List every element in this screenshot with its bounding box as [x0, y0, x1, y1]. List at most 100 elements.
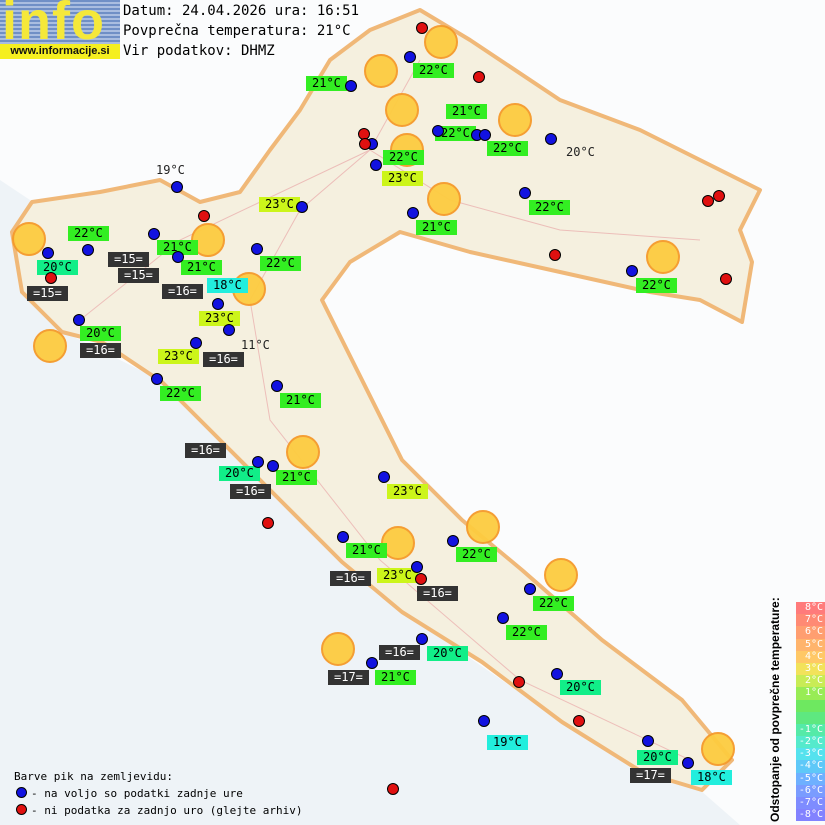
station-dot-available[interactable] — [478, 715, 490, 727]
air-temperature-label: 22°C — [533, 596, 574, 611]
station-dot-missing[interactable] — [387, 783, 399, 795]
station-dot-available[interactable] — [432, 125, 444, 137]
air-temperature-label: 23°C — [199, 311, 240, 326]
air-temperature-label: 21°C — [375, 670, 416, 685]
sea-temperature-label: =16= — [330, 571, 371, 586]
station-dot-missing[interactable] — [262, 517, 274, 529]
logo-url-link[interactable]: www.informacije.si — [0, 44, 120, 59]
station-dot-available[interactable] — [366, 657, 378, 669]
station-dot-missing[interactable] — [720, 273, 732, 285]
legend-item-missing: - ni podatka za zadnjo uro (glejte arhiv… — [14, 802, 303, 819]
station-dot-available[interactable] — [447, 535, 459, 547]
station-dot-missing[interactable] — [415, 573, 427, 585]
station-dot-available[interactable] — [172, 251, 184, 263]
station-dot-missing[interactable] — [702, 195, 714, 207]
station-dot-available[interactable] — [407, 207, 419, 219]
station-dot-missing[interactable] — [198, 210, 210, 222]
data-source: Vir podatkov: DHMZ — [123, 43, 275, 59]
station-dot-available[interactable] — [404, 51, 416, 63]
station-dot-missing[interactable] — [513, 676, 525, 688]
station-dot-missing[interactable] — [573, 715, 585, 727]
air-temperature-label: 22°C — [636, 278, 677, 293]
air-temperature-label: 22°C — [160, 386, 201, 401]
station-dot-available[interactable] — [551, 668, 563, 680]
station-dot-available[interactable] — [252, 456, 264, 468]
scale-row: -6°C — [796, 784, 825, 797]
sea-temperature-label: =16= — [379, 645, 420, 660]
sunny-icon — [12, 222, 46, 256]
station-dot-missing[interactable] — [473, 71, 485, 83]
red-dot-icon — [16, 804, 27, 815]
air-temperature-label: 21°C — [276, 470, 317, 485]
informacije-logo[interactable]: info www.informacije.si — [0, 0, 120, 59]
sea-temperature-label: =15= — [118, 268, 159, 283]
air-temperature-label: 22°C — [68, 226, 109, 241]
air-temperature-label: 21°C — [346, 543, 387, 558]
station-dot-available[interactable] — [479, 129, 491, 141]
sunny-icon — [466, 510, 500, 544]
station-dot-available[interactable] — [524, 583, 536, 595]
station-dot-available[interactable] — [271, 380, 283, 392]
station-dot-missing[interactable] — [359, 138, 371, 150]
air-temperature-label: 22°C — [260, 256, 301, 271]
sunny-icon — [385, 93, 419, 127]
station-dot-available[interactable] — [378, 471, 390, 483]
station-dot-available[interactable] — [416, 633, 428, 645]
station-dot-available[interactable] — [411, 561, 423, 573]
sunny-icon — [427, 182, 461, 216]
station-dot-available[interactable] — [73, 314, 85, 326]
station-dot-available[interactable] — [267, 460, 279, 472]
scale-row: 6°C — [796, 626, 825, 639]
station-dot-available[interactable] — [337, 531, 349, 543]
sunny-icon — [701, 732, 735, 766]
station-dot-available[interactable] — [370, 159, 382, 171]
sea-temperature-label: =15= — [27, 286, 68, 301]
deviation-color-scale: 8°C 7°C 6°C 5°C 4°C 3°C 2°C 1°C -1°C -2°C -3°C -4°C… — [796, 602, 825, 822]
date-time: Datum: 24.04.2026 ura: 16:51 — [123, 3, 360, 19]
air-temperature-label: 23°C — [259, 197, 300, 212]
scale-title: Odstopanje od povprečne temperature: — [768, 597, 782, 822]
station-dot-available[interactable] — [190, 337, 202, 349]
scale-row: -5°C — [796, 772, 825, 785]
air-temperature-label: 21°C — [306, 76, 347, 91]
sunny-icon — [424, 25, 458, 59]
air-temperature-label: 23°C — [377, 568, 418, 583]
sea-temperature-label: =16= — [203, 352, 244, 367]
station-dot-missing[interactable] — [416, 22, 428, 34]
air-temperature-label: 20°C — [219, 466, 260, 481]
station-dot-available[interactable] — [345, 80, 357, 92]
station-dot-available[interactable] — [642, 735, 654, 747]
station-dot-available[interactable] — [251, 243, 263, 255]
station-dot-available[interactable] — [171, 181, 183, 193]
sea-temperature-label: =17= — [328, 670, 369, 685]
station-dot-missing[interactable] — [45, 272, 57, 284]
header-info: Datum: 24.04.2026 ura: 16:51 Povprečna t… — [123, 1, 359, 61]
station-dot-available[interactable] — [545, 133, 557, 145]
sea-temperature-label: =17= — [630, 768, 671, 783]
air-temperature-label: 19°C — [156, 163, 185, 177]
station-dot-available[interactable] — [42, 247, 54, 259]
air-temperature-label: 20°C — [427, 646, 468, 661]
station-dot-available[interactable] — [151, 373, 163, 385]
station-dot-available[interactable] — [223, 324, 235, 336]
air-temperature-label: 11°C — [241, 338, 270, 352]
dot-legend: Barve pik na zemljevidu: - na voljo so p… — [14, 768, 303, 819]
station-dot-available[interactable] — [519, 187, 531, 199]
sunny-icon — [646, 240, 680, 274]
station-dot-available[interactable] — [497, 612, 509, 624]
air-temperature-label: 23°C — [382, 171, 423, 186]
station-dot-missing[interactable] — [713, 190, 725, 202]
sunny-icon — [544, 558, 578, 592]
station-dot-available[interactable] — [148, 228, 160, 240]
station-dot-available[interactable] — [626, 265, 638, 277]
station-dot-available[interactable] — [82, 244, 94, 256]
station-dot-available[interactable] — [212, 298, 224, 310]
air-temperature-label: 20°C — [80, 326, 121, 341]
scale-row: 7°C — [796, 614, 825, 627]
station-dot-missing[interactable] — [549, 249, 561, 261]
station-dot-available[interactable] — [296, 201, 308, 213]
scale-row: 2°C — [796, 675, 825, 688]
station-dot-available[interactable] — [682, 757, 694, 769]
croatia-outline — [10, 8, 762, 792]
